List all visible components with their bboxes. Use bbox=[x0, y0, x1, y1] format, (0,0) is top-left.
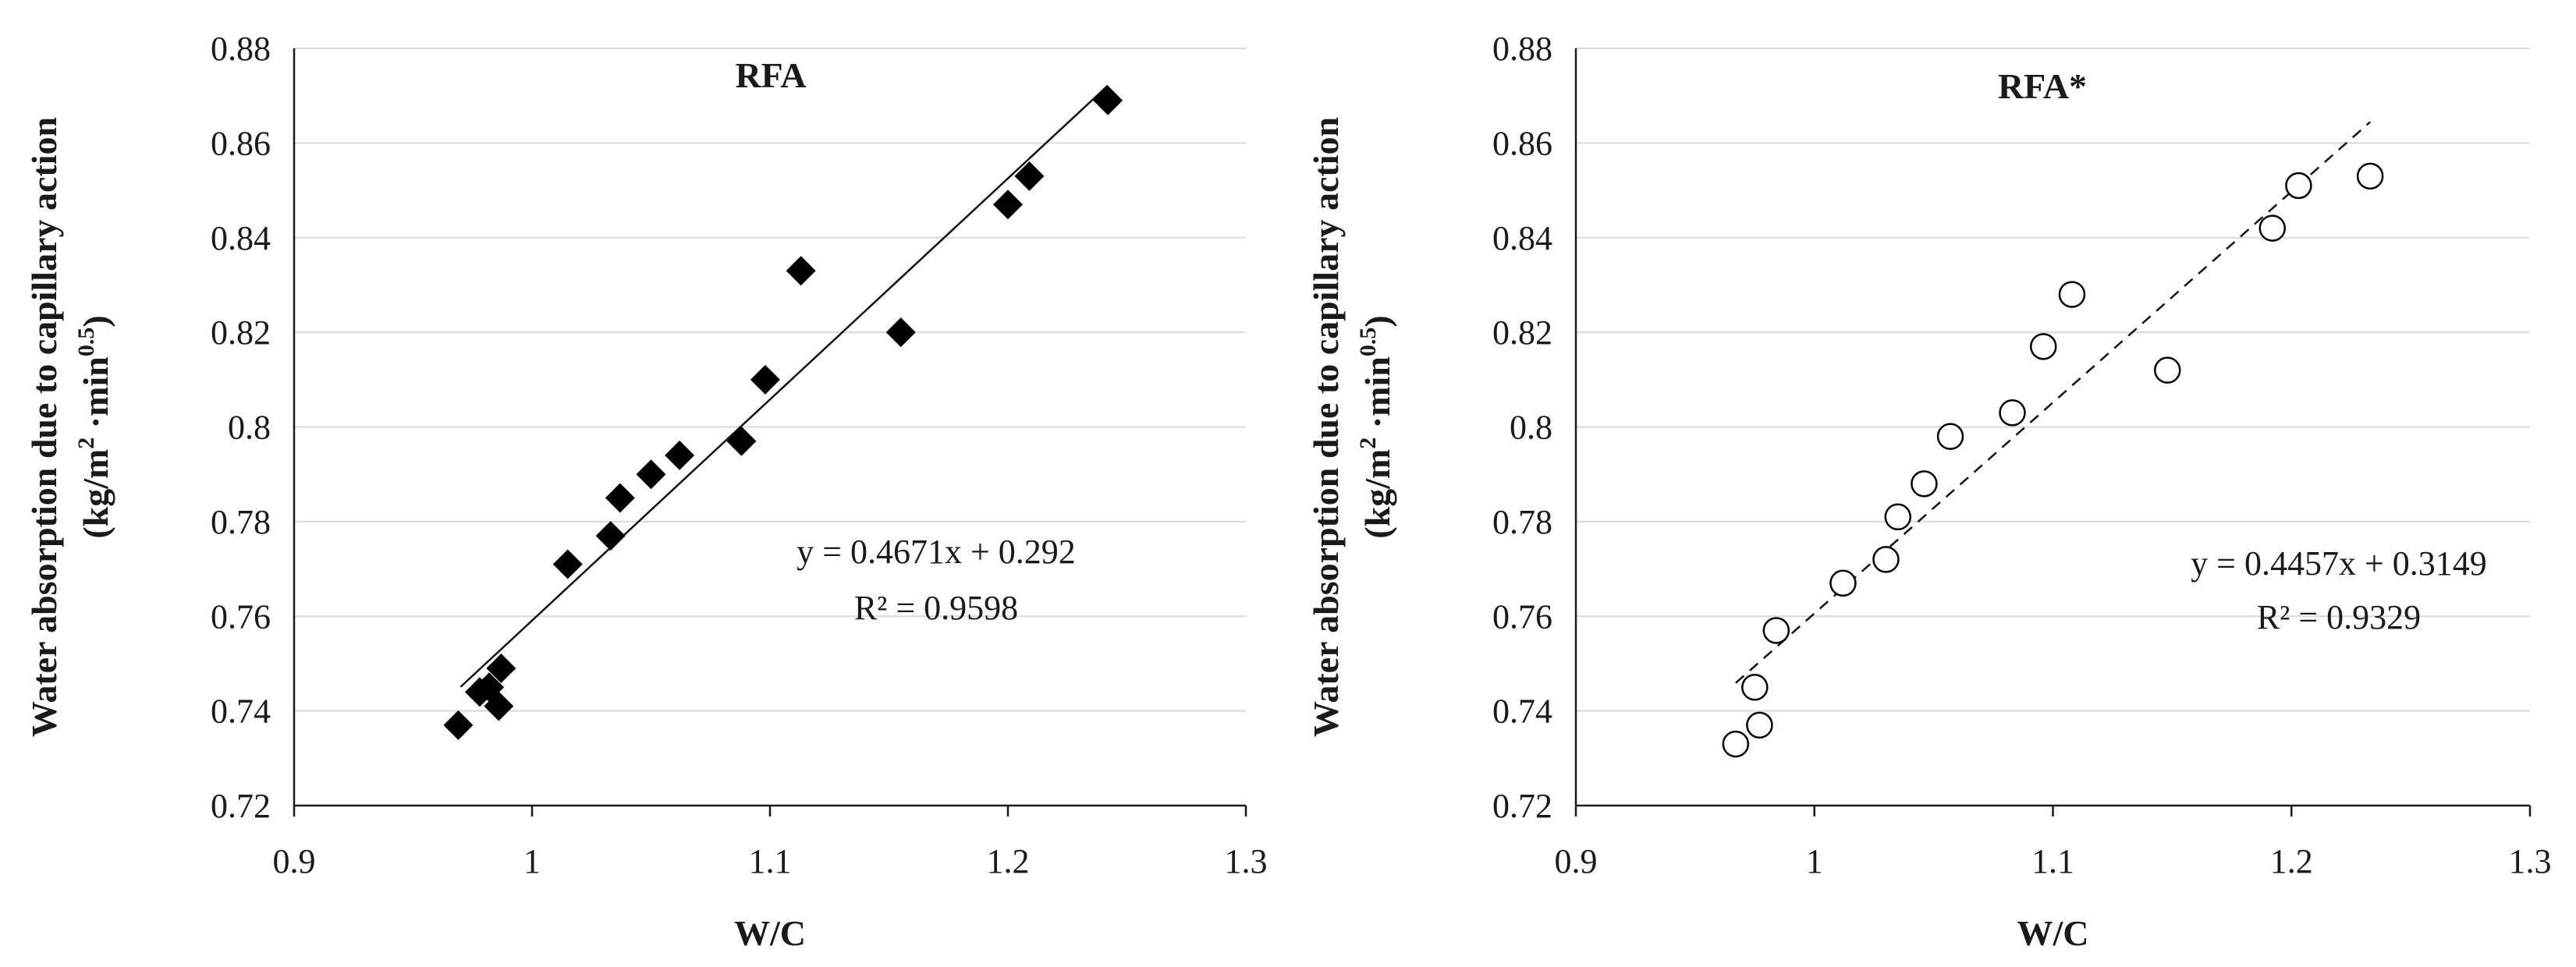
data-point bbox=[2058, 281, 2086, 308]
y-tick-label: 0.74 bbox=[211, 692, 271, 731]
data-point bbox=[750, 364, 780, 395]
x-tick-label: 1.3 bbox=[2509, 842, 2552, 880]
data-point bbox=[605, 483, 635, 513]
y-tick-label: 0.88 bbox=[211, 30, 271, 68]
y-axis-title: Water absorption due to capillary action bbox=[24, 117, 64, 737]
data-point bbox=[2154, 356, 2181, 384]
data-point bbox=[595, 521, 626, 551]
data-point bbox=[1999, 399, 2026, 427]
x-tick-label: 1.2 bbox=[2270, 842, 2313, 880]
data-point bbox=[486, 654, 516, 684]
r-squared-label: R² = 0.9598 bbox=[854, 589, 1018, 627]
data-point bbox=[2285, 172, 2312, 200]
y-tick-label: 0.74 bbox=[1492, 692, 1552, 731]
data-point bbox=[1936, 423, 1964, 450]
trendline-equation: y = 0.4671x + 0.292 bbox=[797, 533, 1076, 571]
y-tick-label: 0.8 bbox=[228, 409, 271, 447]
y-tick-label: 0.84 bbox=[211, 219, 271, 257]
chart-panel-rfa-star: 0.72 0.74 0.76 0.78 0.8 0.82 0.84 0.86 0.88 0.9 1 1… bbox=[1306, 30, 2552, 953]
x-tick-label: 1.1 bbox=[749, 842, 792, 880]
x-tick-label: 1.2 bbox=[987, 842, 1030, 880]
y-tick-label: 0.72 bbox=[1492, 787, 1552, 825]
data-point bbox=[2030, 333, 2057, 360]
x-axis-title: W/C bbox=[734, 913, 806, 953]
data-point bbox=[1014, 161, 1045, 191]
r-squared-label: R² = 0.9329 bbox=[2257, 598, 2421, 636]
data-point bbox=[484, 691, 514, 721]
data-point bbox=[1741, 674, 1769, 701]
data-point bbox=[1093, 85, 1123, 115]
chart-title: RFA bbox=[735, 55, 806, 95]
data-point bbox=[443, 710, 474, 740]
data-point bbox=[726, 426, 757, 456]
y-tick-label: 0.86 bbox=[211, 124, 271, 162]
x-tick-label: 0.9 bbox=[273, 842, 316, 880]
x-tick-label: 1 bbox=[523, 842, 541, 880]
data-point bbox=[1911, 470, 1938, 498]
data-point bbox=[1884, 503, 1912, 531]
y-tick-label: 0.88 bbox=[1492, 30, 1552, 68]
x-tick-label: 1.1 bbox=[2031, 842, 2074, 880]
data-point bbox=[2258, 214, 2287, 242]
x-axis-title: W/C bbox=[2017, 913, 2089, 953]
y-axis-title: Water absorption due to capillary action bbox=[1306, 117, 1346, 737]
data-point bbox=[993, 190, 1023, 220]
y-tick-label: 0.82 bbox=[1492, 313, 1552, 352]
data-point bbox=[1872, 546, 1900, 573]
data-point bbox=[885, 317, 916, 348]
trendline bbox=[459, 84, 1109, 688]
y-tick-label: 0.76 bbox=[1492, 597, 1552, 636]
data-point bbox=[1746, 711, 1773, 739]
data-point bbox=[1829, 569, 1857, 597]
y-tick-label: 0.78 bbox=[211, 503, 271, 541]
data-point bbox=[2356, 162, 2384, 190]
y-tick-label: 0.8 bbox=[1510, 409, 1552, 447]
y-tick-label: 0.72 bbox=[211, 787, 271, 825]
x-tick-label: 1 bbox=[1806, 842, 1823, 880]
y-tick-label: 0.76 bbox=[211, 597, 271, 636]
trendline-equation: y = 0.4457x + 0.3149 bbox=[2191, 544, 2487, 583]
y-tick-label: 0.84 bbox=[1492, 219, 1552, 257]
y-tick-label: 0.78 bbox=[1492, 503, 1552, 541]
data-point bbox=[1762, 617, 1790, 644]
data-point bbox=[636, 459, 666, 490]
chart-title: RFA* bbox=[1998, 66, 2087, 106]
data-point bbox=[786, 256, 816, 286]
y-axis-unit: (kg/m2 ·min0.5) bbox=[1355, 315, 1397, 538]
data-point bbox=[665, 440, 695, 470]
y-axis-unit: (kg/m2 ·min0.5) bbox=[73, 315, 115, 538]
y-tick-label: 0.86 bbox=[1492, 124, 1552, 162]
chart-panel-rfa: 0.72 0.74 0.76 0.78 0.8 0.82 0.84 0.86 0.88 0.9 1 1… bbox=[24, 30, 1268, 953]
x-tick-label: 0.9 bbox=[1555, 842, 1598, 880]
y-tick-label: 0.82 bbox=[211, 313, 271, 352]
x-tick-label: 1.3 bbox=[1225, 842, 1268, 880]
data-point bbox=[1722, 730, 1750, 758]
data-point bbox=[552, 549, 583, 579]
